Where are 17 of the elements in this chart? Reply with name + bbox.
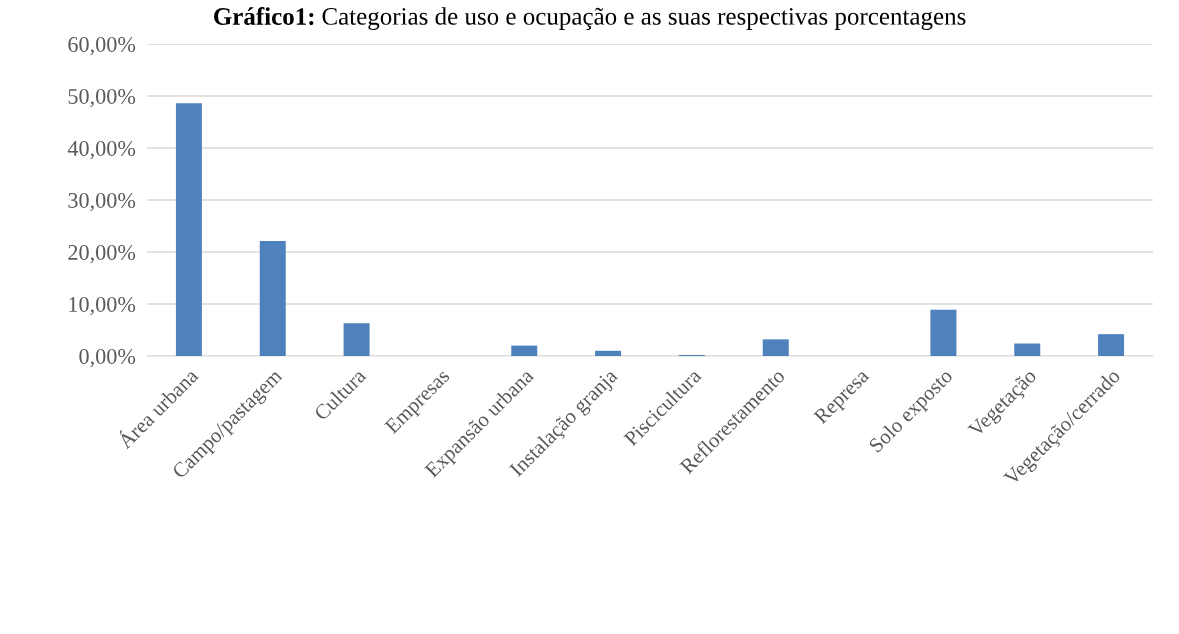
- y-tick-label: 60,00%: [68, 36, 136, 56]
- bar: [511, 345, 538, 356]
- bar: [259, 241, 286, 356]
- bar: [1014, 343, 1041, 356]
- bar: [175, 103, 202, 356]
- chart-title: Gráfico1: Categorias de uso e ocupação e as suas respectivas porcentagens: [214, 7, 966, 30]
- y-tick-label: 10,00%: [69, 296, 136, 316]
- y-tick-label: 40,00%: [67, 140, 136, 160]
- y-tick-label: 0,00%: [79, 348, 136, 368]
- bar: [343, 323, 370, 356]
- bar: [930, 309, 957, 356]
- y-tick-label: 50,00%: [68, 88, 136, 108]
- bar: [762, 339, 789, 356]
- bar: [595, 350, 622, 356]
- bar: [1098, 334, 1125, 356]
- y-tick-label: 30,00%: [68, 192, 136, 212]
- y-tick-label: 20,00%: [68, 244, 136, 264]
